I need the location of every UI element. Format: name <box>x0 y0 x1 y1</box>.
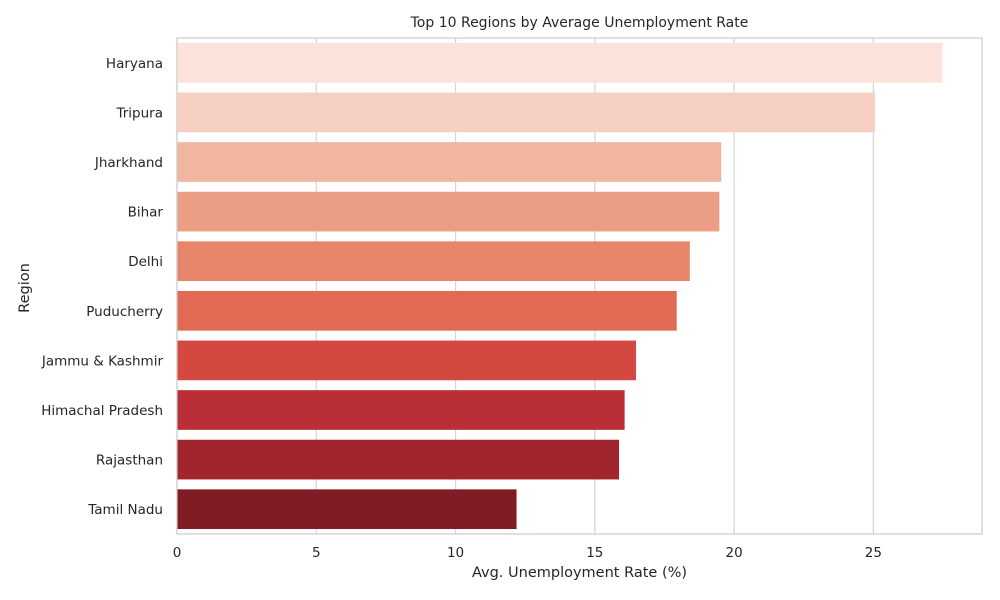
bar-tripura <box>177 92 876 133</box>
x-tick-label: 10 <box>447 545 464 561</box>
y-tick-label: Tamil Nadu <box>87 502 163 518</box>
y-tick-label: Haryana <box>106 56 163 72</box>
y-tick-label: Jharkhand <box>94 155 163 171</box>
bar-tamil-nadu <box>177 489 517 530</box>
plot-frame <box>176 37 983 535</box>
bar-jammu-kashmir <box>177 340 637 381</box>
y-tick-label: Jammu & Kashmir <box>41 353 164 369</box>
x-axis-label: Avg. Unemployment Rate (%) <box>471 565 688 581</box>
y-tick-label: Bihar <box>128 205 164 221</box>
bar-bihar <box>177 191 720 232</box>
bar-puducherry <box>177 290 677 331</box>
y-tick-label: Himachal Pradesh <box>41 403 163 419</box>
x-tick-label: 15 <box>586 545 603 561</box>
bar-jharkhand <box>177 142 722 182</box>
bar-himachal-pradesh <box>177 390 625 430</box>
y-tick-label: Rajasthan <box>96 453 163 469</box>
x-tick-label: 0 <box>173 545 182 561</box>
bar-delhi <box>177 241 690 282</box>
x-tick-label: 5 <box>312 545 321 561</box>
x-tick-label: 20 <box>725 545 742 561</box>
x-tick-label: 25 <box>865 545 882 561</box>
y-tick-label: Puducherry <box>86 304 163 320</box>
chart-title: Top 10 Regions by Average Unemployment R… <box>410 15 749 31</box>
y-tick-label: Delhi <box>128 254 163 270</box>
bar-haryana <box>177 42 943 83</box>
y-tick-label: Tripura <box>115 105 163 121</box>
bar-rajasthan <box>177 439 620 480</box>
